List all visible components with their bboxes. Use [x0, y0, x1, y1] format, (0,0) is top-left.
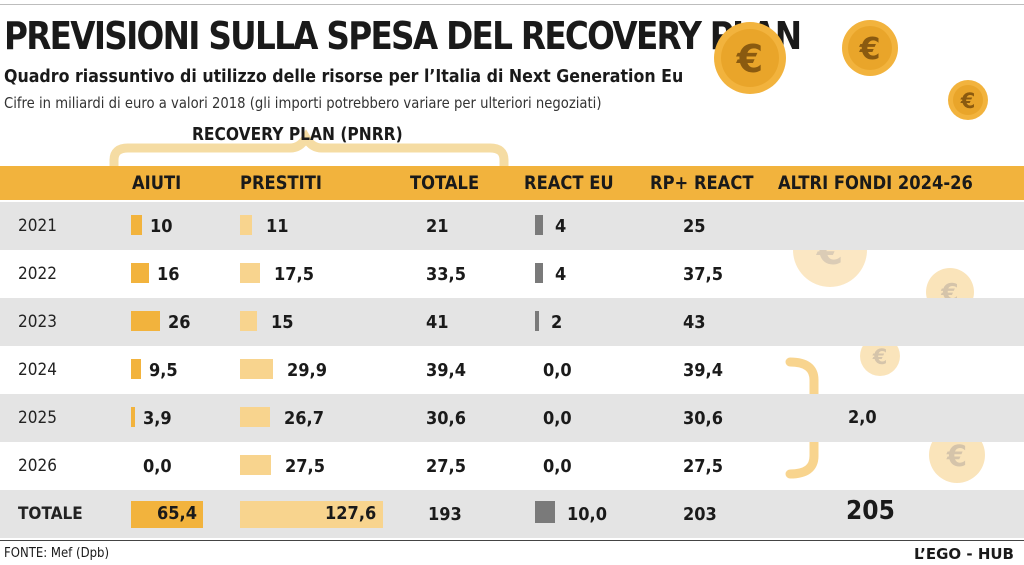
svg-text:€: € [736, 37, 763, 81]
svg-text:€: € [960, 89, 976, 113]
table-row [0, 298, 1024, 346]
totale-value: 39,4 [426, 360, 466, 381]
units-note: Cifre in miliardi di euro a valori 2018 … [4, 94, 602, 112]
react-value: 0,0 [543, 456, 572, 477]
row-label: TOTALE [18, 504, 83, 524]
source-note: FONTE: Mef (Dpb) [4, 546, 110, 561]
altri-fondi-value: 2,0 [848, 407, 877, 428]
rp-react-value: 25 [683, 216, 706, 237]
prestiti-bar [240, 263, 260, 283]
euro-coin-icon: € [842, 20, 898, 76]
header-altri-fondi: ALTRI FONDI 2024-26 [778, 172, 973, 194]
prestiti-value: 11 [266, 216, 289, 237]
svg-text:€: € [859, 32, 881, 67]
totale-value: 41 [426, 312, 449, 333]
table-row [0, 250, 1024, 298]
totale-value: 193 [428, 504, 462, 525]
react-value: 0,0 [543, 360, 572, 381]
react-bar [535, 215, 543, 235]
aiuti-value: 3,9 [143, 408, 172, 429]
header-react-eu: REACT EU [524, 172, 614, 194]
header-aiuti: AIUTI [132, 172, 182, 194]
row-label: 2025 [18, 408, 57, 428]
euro-coin-icon: € [860, 336, 900, 376]
aiuti-bar [131, 311, 160, 331]
row-label: 2023 [18, 312, 57, 332]
totale-value: 33,5 [426, 264, 466, 285]
totale-value: 27,5 [426, 456, 466, 477]
react-value: 0,0 [543, 408, 572, 429]
euro-coin-icon: € [714, 22, 786, 94]
react-value: 4 [555, 264, 567, 285]
table-row [0, 202, 1024, 250]
row-label: 2021 [18, 216, 57, 236]
prestiti-value: 15 [270, 312, 294, 333]
euro-coin-icon: € [948, 80, 988, 120]
top-rule [0, 4, 1024, 5]
prestiti-bar [240, 455, 271, 475]
aiuti-bar [131, 215, 142, 235]
svg-text:€: € [946, 439, 967, 473]
react-value: 4 [555, 216, 567, 237]
rp-react-value: 39,4 [683, 360, 723, 381]
prestiti-bar [240, 407, 270, 427]
aiuti-value: 9,5 [149, 360, 179, 381]
altri-fondi-total: 205 [846, 496, 895, 526]
react-bar [535, 263, 543, 283]
prestiti-bar [240, 501, 383, 528]
react-value: 2 [551, 312, 563, 333]
prestiti-value: 26,7 [283, 408, 324, 429]
svg-text:€: € [872, 345, 888, 369]
table-row [0, 394, 1024, 442]
row-label: 2022 [18, 264, 57, 284]
totale-value: 21 [426, 216, 449, 237]
prestiti-bar [240, 215, 253, 235]
column-header-band [0, 166, 1024, 200]
header-rp-react: RP+ REACT [650, 172, 754, 194]
aiuti-bar [131, 407, 136, 427]
row-label: 2026 [18, 456, 57, 476]
aiuti-bar [131, 359, 142, 379]
page-subtitle: Quadro riassuntivo di utilizzo delle ris… [4, 66, 684, 87]
pnrr-group-bracket [109, 129, 509, 185]
rp-react-value: 43 [683, 312, 706, 333]
aiuti-bar [131, 501, 203, 528]
prestiti-value: 17,5 [273, 264, 314, 285]
prestiti-bar [240, 359, 274, 379]
header-totale: TOTALE [410, 172, 480, 194]
react-value: 10,0 [567, 504, 607, 525]
prestiti-bar [240, 311, 257, 331]
aiuti-value: 65,4 [156, 503, 197, 524]
aiuti-value: 10 [150, 216, 173, 237]
footer-rule [0, 540, 1024, 541]
prestiti-value: 29,9 [287, 360, 328, 381]
rp-react-value: 203 [683, 504, 717, 525]
rp-react-value: 27,5 [683, 456, 723, 477]
prestiti-value: 127,6 [324, 503, 377, 524]
aiuti-value: 16 [156, 264, 180, 285]
rp-react-value: 30,6 [683, 408, 723, 429]
aiuti-value: 26 [167, 312, 191, 333]
aiuti-value: 0,0 [143, 456, 172, 477]
header-prestiti: PRESTITI [240, 172, 322, 194]
pnrr-group-label: RECOVERY PLAN (PNRR) [192, 124, 403, 145]
credit-logo: L’EGO - HUB [914, 545, 1014, 563]
aiuti-bar [131, 263, 149, 283]
row-label: 2024 [18, 360, 57, 380]
page-title: PREVISIONI SULLA SPESA DEL RECOVERY PLAN [4, 14, 802, 58]
react-bar [535, 311, 539, 331]
react-bar [535, 501, 555, 523]
rp-react-value: 37,5 [683, 264, 723, 285]
prestiti-value: 27,5 [284, 456, 325, 477]
totale-value: 30,6 [426, 408, 466, 429]
